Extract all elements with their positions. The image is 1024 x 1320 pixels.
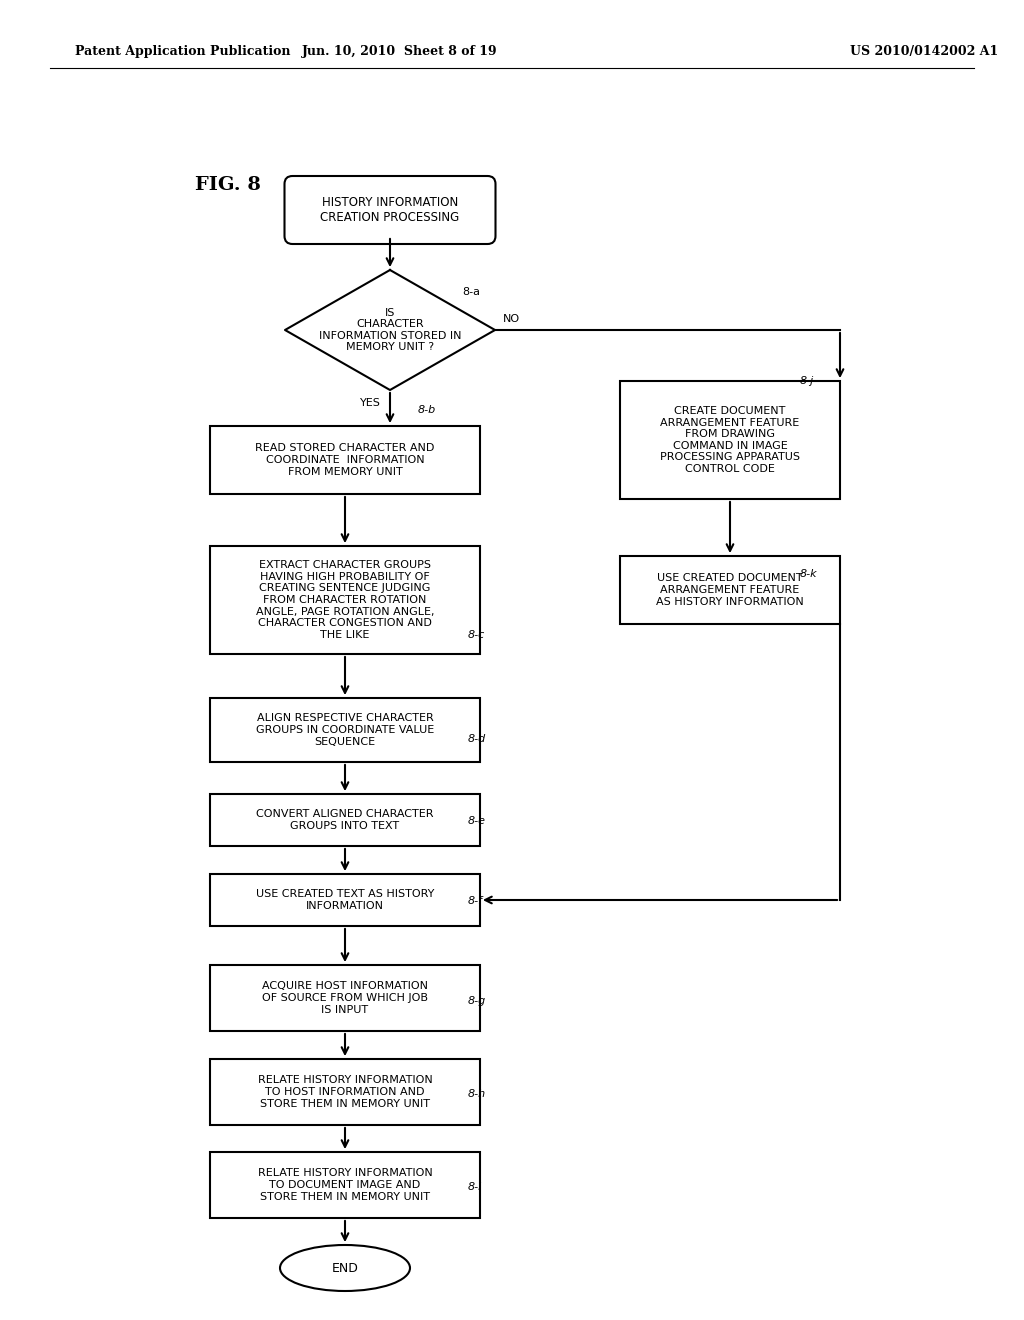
Text: ACQUIRE HOST INFORMATION
OF SOURCE FROM WHICH JOB
IS INPUT: ACQUIRE HOST INFORMATION OF SOURCE FROM …	[262, 981, 428, 1015]
Text: Patent Application Publication: Patent Application Publication	[75, 45, 291, 58]
Text: 8-e: 8-e	[468, 816, 486, 826]
Text: END: END	[332, 1262, 358, 1275]
Text: 8-d: 8-d	[468, 734, 486, 744]
Bar	[210, 698, 480, 762]
Text: YES: YES	[360, 399, 381, 408]
Bar	[210, 546, 480, 653]
Bar	[210, 874, 480, 927]
Bar	[210, 426, 480, 494]
Bar	[210, 795, 480, 846]
Text: RELATE HISTORY INFORMATION
TO DOCUMENT IMAGE AND
STORE THEM IN MEMORY UNIT: RELATE HISTORY INFORMATION TO DOCUMENT I…	[258, 1168, 432, 1201]
Text: 8-f: 8-f	[468, 896, 483, 906]
Text: 8-b: 8-b	[418, 405, 436, 414]
Text: CREATE DOCUMENT
ARRANGEMENT FEATURE
FROM DRAWING
COMMAND IN IMAGE
PROCESSING APP: CREATE DOCUMENT ARRANGEMENT FEATURE FROM…	[660, 407, 800, 474]
Text: 8-a: 8-a	[462, 286, 480, 297]
Text: HISTORY INFORMATION
CREATION PROCESSING: HISTORY INFORMATION CREATION PROCESSING	[321, 195, 460, 224]
Text: 8-c: 8-c	[468, 630, 485, 640]
Text: CONVERT ALIGNED CHARACTER
GROUPS INTO TEXT: CONVERT ALIGNED CHARACTER GROUPS INTO TE…	[256, 809, 434, 830]
Text: US 2010/0142002 A1: US 2010/0142002 A1	[850, 45, 998, 58]
Bar	[210, 1059, 480, 1125]
Text: USE CREATED TEXT AS HISTORY
INFORMATION: USE CREATED TEXT AS HISTORY INFORMATION	[256, 890, 434, 911]
Bar	[210, 1152, 480, 1218]
Text: 8-h: 8-h	[468, 1089, 486, 1100]
Text: NO: NO	[503, 314, 520, 323]
Text: RELATE HISTORY INFORMATION
TO HOST INFORMATION AND
STORE THEM IN MEMORY UNIT: RELATE HISTORY INFORMATION TO HOST INFOR…	[258, 1076, 432, 1109]
Text: USE CREATED DOCUMENT
ARRANGEMENT FEATURE
AS HISTORY INFORMATION: USE CREATED DOCUMENT ARRANGEMENT FEATURE…	[656, 573, 804, 607]
Bar	[210, 965, 480, 1031]
Text: EXTRACT CHARACTER GROUPS
HAVING HIGH PROBABILITY OF
CREATING SENTENCE JUDGING
FR: EXTRACT CHARACTER GROUPS HAVING HIGH PRO…	[256, 560, 434, 640]
Text: 8-g: 8-g	[468, 997, 486, 1006]
Text: 8-k: 8-k	[800, 569, 817, 579]
Text: ALIGN RESPECTIVE CHARACTER
GROUPS IN COORDINATE VALUE
SEQUENCE: ALIGN RESPECTIVE CHARACTER GROUPS IN COO…	[256, 713, 434, 747]
Text: 8-i: 8-i	[468, 1181, 482, 1192]
Bar	[620, 381, 840, 499]
Text: Jun. 10, 2010  Sheet 8 of 19: Jun. 10, 2010 Sheet 8 of 19	[302, 45, 498, 58]
Ellipse shape	[280, 1245, 410, 1291]
Text: READ STORED CHARACTER AND
COORDINATE  INFORMATION
FROM MEMORY UNIT: READ STORED CHARACTER AND COORDINATE INF…	[255, 444, 434, 477]
Text: FIG. 8: FIG. 8	[195, 176, 261, 194]
Text: IS
CHARACTER
INFORMATION STORED IN
MEMORY UNIT ?: IS CHARACTER INFORMATION STORED IN MEMOR…	[318, 308, 461, 352]
Text: 8-j: 8-j	[800, 376, 814, 385]
FancyBboxPatch shape	[285, 176, 496, 244]
Bar	[620, 556, 840, 624]
